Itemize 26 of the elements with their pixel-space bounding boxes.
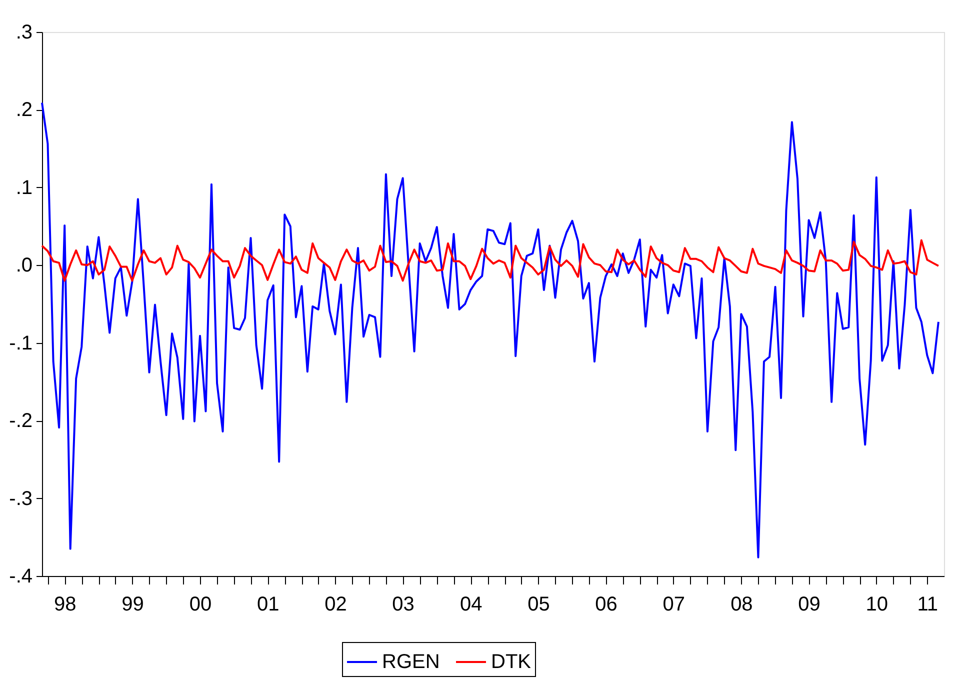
x-tick-label: 11 [917, 594, 938, 616]
x-tick-label: 01 [256, 594, 280, 616]
x-tick-label: 09 [798, 594, 820, 616]
x-tick-label: 00 [189, 594, 212, 616]
y-tick-label: .3 [16, 22, 32, 44]
y-tick-label: .0 [16, 254, 32, 277]
x-tick-label: 08 [730, 594, 753, 616]
y-tick-label: -.1 [9, 332, 32, 354]
x-tick-label: 02 [324, 594, 347, 616]
x-tick-label: 98 [54, 594, 76, 616]
x-tick-label: 06 [595, 594, 618, 616]
legend-label: RGEN [382, 651, 440, 673]
x-tick-label: 07 [662, 594, 686, 616]
y-tick-label: .1 [16, 176, 32, 199]
y-tick-label: -.4 [9, 566, 32, 588]
line-series [41, 239, 940, 282]
legend-label: DTK [491, 651, 532, 673]
x-tick-label: 99 [122, 594, 144, 616]
line-series [41, 102, 940, 558]
x-tick-label: 04 [460, 594, 482, 616]
y-tick-label: -.3 [9, 488, 32, 510]
y-tick-label: .2 [16, 99, 32, 122]
x-tick-label: 10 [866, 594, 888, 616]
x-tick-label: 05 [528, 594, 550, 616]
x-tick-label: 03 [392, 594, 414, 616]
y-tick-label: -.2 [9, 410, 32, 432]
